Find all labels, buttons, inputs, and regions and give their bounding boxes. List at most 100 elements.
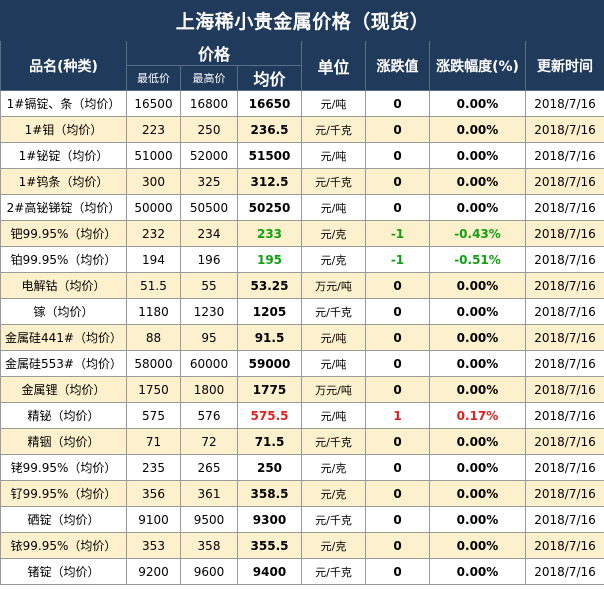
cell-unit: 万元/吨	[301, 272, 366, 299]
table-row: 1#钼（均价） 223 250 236.5 元/千克 0 0.00% 2018/7/16	[0, 116, 604, 143]
cell-date: 2018/7/16	[524, 376, 604, 403]
table-body: 1#镉锭、条（均价） 16500 16800 16650 元/吨 0 0.00% 2018/7…	[0, 90, 604, 585]
cell-unit: 元/千克	[301, 506, 366, 533]
cell-date: 2018/7/16	[524, 480, 604, 507]
cell-date: 2018/7/16	[524, 454, 604, 481]
cell-avg: 358.5	[237, 480, 302, 507]
cell-name: 1#铋锭（均价）	[0, 142, 127, 169]
cell-unit: 元/克	[301, 532, 366, 559]
cell-unit: 元/千克	[301, 428, 366, 455]
cell-avg: 1205	[237, 298, 302, 325]
cell-name: 硒锭（均价）	[0, 506, 127, 533]
cell-high: 250	[180, 116, 238, 143]
cell-unit: 元/千克	[301, 116, 366, 143]
page-title: 上海稀小贵金属价格（现货）	[0, 0, 604, 41]
cell-change-pct: 0.00%	[429, 324, 526, 351]
cell-change: 0	[365, 194, 430, 221]
cell-unit: 元/克	[301, 454, 366, 481]
cell-change: 0	[365, 480, 430, 507]
cell-high: 16800	[180, 90, 238, 117]
cell-change-pct: 0.00%	[429, 298, 526, 325]
cell-date: 2018/7/16	[524, 90, 604, 117]
table-row: 硒锭（均价） 9100 9500 9300 元/千克 0 0.00% 2018/7/16	[0, 506, 604, 533]
cell-change-pct: -0.43%	[429, 220, 526, 247]
cell-unit: 元/吨	[301, 350, 366, 377]
cell-name: 精铟（均价）	[0, 428, 127, 455]
cell-change-pct: 0.00%	[429, 480, 526, 507]
cell-change-pct: 0.00%	[429, 532, 526, 559]
cell-high: 50500	[180, 194, 238, 221]
cell-change-pct: 0.00%	[429, 272, 526, 299]
cell-name: 铑99.95%（均价）	[0, 454, 127, 481]
cell-high: 9600	[180, 558, 238, 585]
cell-low: 51.5	[126, 272, 181, 299]
cell-avg: 312.5	[237, 168, 302, 195]
table-row: 金属锂（均价） 1750 1800 1775 万元/吨 0 0.00% 2018/7/16	[0, 376, 604, 403]
table-row: 铑99.95%（均价） 235 265 250 元/克 0 0.00% 2018/7/16	[0, 454, 604, 481]
header-price: 价格	[126, 40, 302, 66]
cell-date: 2018/7/16	[524, 532, 604, 559]
cell-name: 钌99.95%（均价）	[0, 480, 127, 507]
cell-avg: 355.5	[237, 532, 302, 559]
cell-high: 265	[180, 454, 238, 481]
cell-date: 2018/7/16	[524, 272, 604, 299]
cell-change-pct: 0.00%	[429, 558, 526, 585]
cell-low: 235	[126, 454, 181, 481]
table-row: 精铋（均价） 575 576 575.5 元/吨 1 0.17% 2018/7/16	[0, 402, 604, 429]
cell-name: 金属锂（均价）	[0, 376, 127, 403]
cell-name: 铱99.95%（均价）	[0, 532, 127, 559]
table-row: 金属硅553#（均价） 58000 60000 59000 元/吨 0 0.00% 2018/…	[0, 350, 604, 377]
cell-low: 71	[126, 428, 181, 455]
cell-low: 353	[126, 532, 181, 559]
cell-low: 1180	[126, 298, 181, 325]
table-row: 1#钨条（均价） 300 325 312.5 元/千克 0 0.00% 2018/7/16	[0, 168, 604, 195]
cell-date: 2018/7/16	[524, 220, 604, 247]
cell-low: 300	[126, 168, 181, 195]
cell-change-pct: 0.00%	[429, 454, 526, 481]
cell-unit: 元/吨	[301, 402, 366, 429]
table-row: 钯99.95%（均价） 232 234 233 元/克 -1 -0.43% 2018/7/16	[0, 220, 604, 247]
cell-name: 钯99.95%（均价）	[0, 220, 127, 247]
cell-avg: 9400	[237, 558, 302, 585]
cell-high: 234	[180, 220, 238, 247]
cell-change: 0	[365, 428, 430, 455]
cell-change-pct: 0.00%	[429, 428, 526, 455]
cell-change: 0	[365, 558, 430, 585]
cell-high: 72	[180, 428, 238, 455]
cell-low: 51000	[126, 142, 181, 169]
cell-change-pct: 0.00%	[429, 142, 526, 169]
cell-unit: 元/吨	[301, 194, 366, 221]
header-avg: 均价	[237, 65, 302, 91]
cell-high: 576	[180, 402, 238, 429]
cell-change-pct: 0.00%	[429, 506, 526, 533]
cell-change-pct: 0.00%	[429, 194, 526, 221]
table-row: 金属硅441#（均价） 88 95 91.5 元/吨 0 0.00% 2018/7/16	[0, 324, 604, 351]
cell-change: 0	[365, 298, 430, 325]
cell-change-pct: 0.00%	[429, 90, 526, 117]
cell-change: 0	[365, 376, 430, 403]
cell-name: 电解钴（均价）	[0, 272, 127, 299]
cell-unit: 元/克	[301, 246, 366, 273]
cell-avg: 51500	[237, 142, 302, 169]
cell-date: 2018/7/16	[524, 428, 604, 455]
table-row: 2#高铋锑锭（均价） 50000 50500 50250 元/吨 0 0.00% 2018/7…	[0, 194, 604, 221]
cell-name: 1#钼（均价）	[0, 116, 127, 143]
cell-low: 9200	[126, 558, 181, 585]
header-updated: 更新时间	[524, 40, 604, 91]
cell-avg: 195	[237, 246, 302, 273]
cell-date: 2018/7/16	[524, 402, 604, 429]
cell-avg: 59000	[237, 350, 302, 377]
cell-avg: 1775	[237, 376, 302, 403]
cell-name: 精铋（均价）	[0, 402, 127, 429]
cell-date: 2018/7/16	[524, 558, 604, 585]
table-row: 铱99.95%（均价） 353 358 355.5 元/克 0 0.00% 2018/7/16	[0, 532, 604, 559]
cell-unit: 元/吨	[301, 324, 366, 351]
cell-low: 58000	[126, 350, 181, 377]
cell-date: 2018/7/16	[524, 194, 604, 221]
cell-avg: 53.25	[237, 272, 302, 299]
cell-avg: 50250	[237, 194, 302, 221]
cell-avg: 9300	[237, 506, 302, 533]
cell-low: 223	[126, 116, 181, 143]
cell-change: 0	[365, 506, 430, 533]
